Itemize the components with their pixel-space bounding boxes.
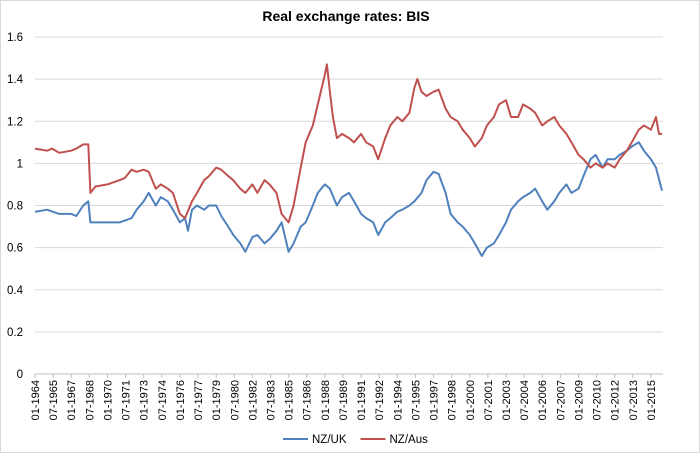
y-tick-label: 1 — [17, 158, 23, 170]
legend-label: NZ/UK — [312, 434, 347, 446]
x-tick-label: 07-2004 — [519, 380, 531, 420]
x-tick-label: 01-2000 — [465, 380, 477, 420]
y-tick-label: 0.8 — [7, 201, 23, 213]
x-tick-label: 07-1983 — [266, 380, 278, 420]
x-tick-label: 01-2015 — [646, 380, 658, 420]
x-tick-label: 01-1976 — [175, 380, 187, 420]
series-line-nz-uk — [34, 141, 663, 257]
chart-title: Real exchange rates: BIS — [262, 8, 429, 24]
y-tick-label: 0.6 — [7, 243, 23, 255]
x-tick-label: 07-2010 — [592, 380, 604, 420]
series-lines — [34, 63, 663, 257]
x-tick-label: 01-1964 — [30, 380, 42, 420]
gridlines — [35, 36, 663, 375]
x-tick-label: 07-1974 — [157, 380, 169, 420]
x-tick-label: 01-1994 — [392, 380, 404, 420]
x-tick-label: 07-1995 — [410, 380, 422, 420]
y-tick-label: 0 — [17, 369, 23, 381]
x-tick-label: 07-1998 — [447, 380, 459, 420]
x-tick-label: 07-2007 — [555, 380, 567, 420]
y-tick-label: 1.2 — [7, 116, 23, 128]
y-tick-label: 1.4 — [7, 74, 24, 86]
x-tick-label: 01-1991 — [356, 380, 368, 420]
x-tick-label: 01-1988 — [320, 380, 332, 420]
x-tick-label: 07-1965 — [48, 380, 60, 420]
x-tick-label: 01-2003 — [501, 380, 513, 420]
legend-label: NZ/Aus — [390, 434, 429, 446]
x-tick-label: 01-1967 — [66, 380, 78, 420]
x-tick-label: 01-2012 — [610, 380, 622, 420]
x-tick-label: 07-2001 — [483, 380, 495, 420]
x-tick-label: 07-1968 — [84, 380, 96, 420]
x-tick-label: 07-1980 — [229, 380, 241, 420]
x-tick-label: 01-1982 — [247, 380, 259, 420]
x-tick-label: 07-1989 — [338, 380, 350, 420]
legend: NZ/UK NZ/Aus — [283, 434, 428, 446]
x-tick-label: 07-1986 — [302, 380, 314, 420]
x-tick-label: 07-1977 — [193, 380, 205, 420]
y-axis-tick-labels: 0 0.2 0.4 0.6 0.8 1 1.2 1.4 1.6 — [7, 32, 24, 381]
x-tick-label: 01-1970 — [102, 380, 114, 420]
x-tick-label: 01-2009 — [573, 380, 585, 420]
x-tick-label: 01-1979 — [211, 380, 223, 420]
x-tick-label: 07-1971 — [121, 380, 133, 420]
x-tick-label: 01-2006 — [537, 380, 549, 420]
x-tick-label: 07-1992 — [374, 380, 386, 420]
y-tick-label: 0.2 — [7, 327, 23, 339]
x-axis-tick-labels: 01-1964 07-1965 01-1967 07-1968 01-1970 07-19… — [30, 374, 658, 420]
x-tick-label: 07-2013 — [628, 380, 640, 420]
y-tick-label: 0.4 — [7, 285, 24, 297]
y-tick-label: 1.6 — [7, 32, 23, 44]
series-line-nz-aus — [34, 63, 662, 224]
x-tick-label: 01-1997 — [429, 380, 441, 420]
x-tick-label: 01-1985 — [284, 380, 296, 420]
x-tick-label: 01-1973 — [139, 380, 151, 420]
